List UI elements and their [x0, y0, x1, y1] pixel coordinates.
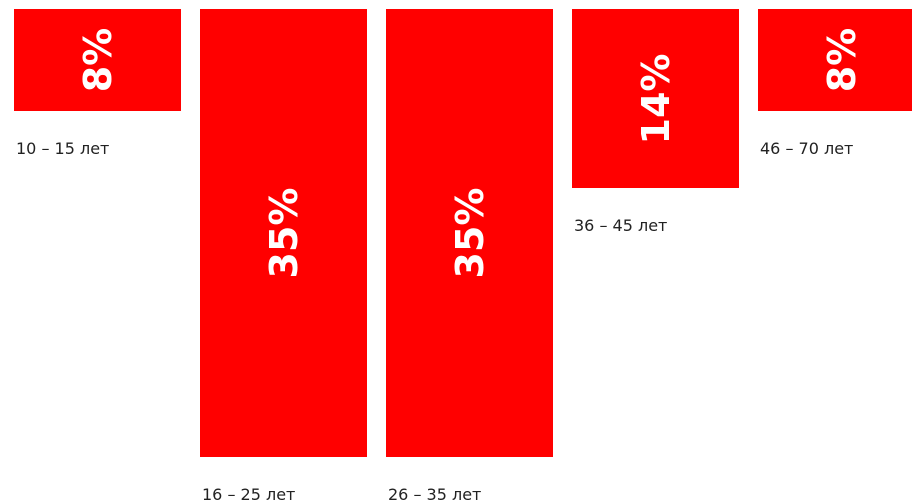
category-label: 36 – 45 лет [574, 216, 668, 235]
bar: 8% [758, 9, 912, 111]
category-label: 46 – 70 лет [760, 139, 854, 158]
bar-value-label: 14% [633, 53, 678, 144]
category-label: 16 – 25 лет [202, 485, 296, 504]
category-label: 10 – 15 лет [16, 139, 110, 158]
bar: 35% [200, 9, 367, 457]
bar: 8% [14, 9, 181, 111]
bar-value-label: 35% [261, 187, 306, 279]
bar-value-label: 8% [75, 27, 120, 93]
bar: 14% [572, 9, 739, 188]
category-label: 26 – 35 лет [388, 485, 482, 504]
bar-value-label: 8% [819, 27, 864, 93]
bar-value-label: 35% [447, 187, 492, 279]
bar: 35% [386, 9, 553, 457]
